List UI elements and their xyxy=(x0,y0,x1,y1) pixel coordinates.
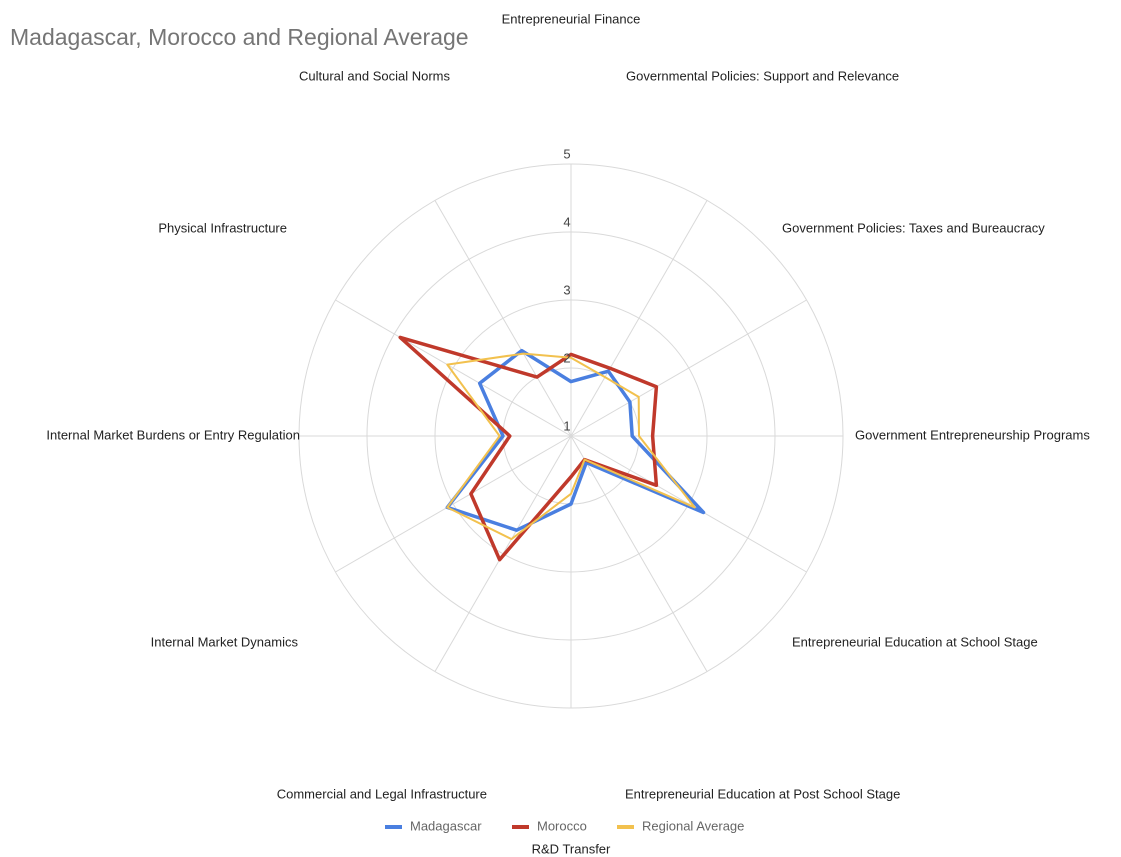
category-label: Entrepreneurial Education at School Stag… xyxy=(792,634,1038,649)
category-label: R&D Transfer xyxy=(532,841,611,856)
legend-label: Morocco xyxy=(537,818,587,833)
spoke xyxy=(434,200,572,437)
r-tick-label: 2 xyxy=(563,350,570,365)
spoke xyxy=(570,200,708,437)
legend-label: Regional Average xyxy=(642,818,744,833)
r-tick-label: 1 xyxy=(563,418,570,433)
spoke xyxy=(570,299,807,437)
r-tick-label: 3 xyxy=(563,282,570,297)
category-label: Government Policies: Taxes and Bureaucra… xyxy=(782,220,1045,235)
category-label: Entrepreneurial Finance xyxy=(502,11,641,26)
category-label: Government Entrepreneurship Programs xyxy=(855,427,1090,442)
legend-label: Madagascar xyxy=(410,818,482,833)
series-line xyxy=(445,348,706,532)
r-tick-label: 4 xyxy=(563,214,570,229)
spoke xyxy=(335,299,572,437)
series-line xyxy=(446,352,696,541)
category-label: Cultural and Social Norms xyxy=(299,68,451,83)
chart-title: Madagascar, Morocco and Regional Average xyxy=(10,24,469,50)
spoke xyxy=(335,435,572,573)
r-tick-label: 5 xyxy=(563,146,570,161)
category-label: Governmental Policies: Support and Relev… xyxy=(626,68,899,83)
category-label: Internal Market Burdens or Entry Regulat… xyxy=(46,427,300,442)
category-label: Commercial and Legal Infrastructure xyxy=(277,786,487,801)
category-label: Physical Infrastructure xyxy=(158,220,287,235)
category-label: Entrepreneurial Education at Post School… xyxy=(625,786,900,801)
category-label: Internal Market Dynamics xyxy=(151,634,299,649)
series-line xyxy=(398,335,659,562)
spoke xyxy=(570,435,708,672)
